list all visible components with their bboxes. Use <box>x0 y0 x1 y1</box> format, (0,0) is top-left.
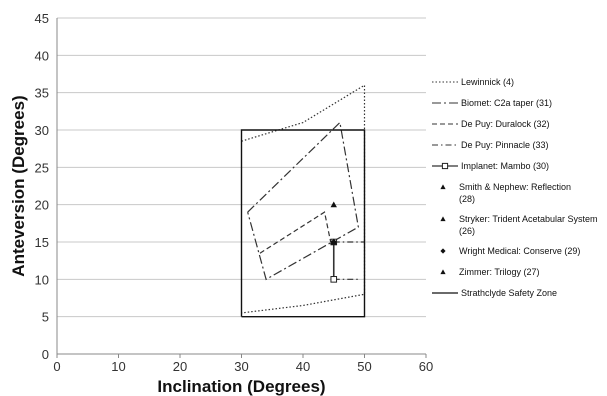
series-line-0 <box>241 84 366 314</box>
y-axis-title: Anteversion (Degrees) <box>9 95 28 276</box>
x-tick-label: 20 <box>173 359 187 374</box>
data-point-5 <box>330 201 337 208</box>
y-tick-label: 0 <box>42 347 49 362</box>
legend-label-3: De Puy: Pinnacle (33) <box>461 140 549 150</box>
legend-marker-6 <box>440 216 446 222</box>
legend-label-6: Stryker: Trident Acetabular System (26) <box>459 214 598 236</box>
legend-label-0: Lewinnick (4) <box>461 77 514 87</box>
legend-marker-7 <box>440 248 446 254</box>
legend-label-7: Wright Medical: Conserve (29) <box>459 246 580 256</box>
legend-label-2: De Puy: Duralock (32) <box>461 119 550 129</box>
legend-label-9: Strathclyde Safety Zone <box>461 288 557 298</box>
legend-label-8: Zimmer: Trilogy (27) <box>459 267 540 277</box>
y-tick-label: 20 <box>35 198 49 213</box>
series-line-1 <box>247 121 360 281</box>
data-point-8 <box>330 238 337 245</box>
y-tick-label: 25 <box>35 160 49 175</box>
y-tick-label: 30 <box>35 123 49 138</box>
x-tick-label: 30 <box>234 359 248 374</box>
y-tick-label: 5 <box>42 310 49 325</box>
legend-marker-4 <box>441 162 449 170</box>
legend: Lewinnick (4) Biomet: C2a taper (31) De Pu… <box>432 77 598 298</box>
y-tick-label: 10 <box>35 272 49 287</box>
legend-label-1: Biomet: C2a taper (31) <box>461 98 552 108</box>
series-line-2 <box>259 211 332 254</box>
y-tick-label: 45 <box>35 11 49 26</box>
x-tick-label: 0 <box>53 359 60 374</box>
x-tick-label: 10 <box>111 359 125 374</box>
y-tick-label: 40 <box>35 48 49 63</box>
x-axis-title: Inclination (Degrees) <box>157 377 325 396</box>
y-tick-label: 15 <box>35 235 49 250</box>
y-tick-label: 35 <box>35 86 49 101</box>
x-tick-label: 40 <box>296 359 310 374</box>
x-tick-label: 60 <box>419 359 433 374</box>
x-tick-label: 50 <box>357 359 371 374</box>
data-point-4 <box>330 276 338 283</box>
legend-marker-8 <box>440 269 446 275</box>
series-line-9 <box>240 129 366 318</box>
legend-marker-5 <box>440 184 446 190</box>
legend-label-5: Smith & Nephew: Reflection (28) <box>459 182 571 204</box>
plot-series <box>240 84 366 318</box>
legend-label-4: Implanet: Mambo (30) <box>461 161 549 171</box>
axes: 0 5 10 15 20 25 30 35 40 45 0 10 20 30 40 50 60 <box>35 11 434 374</box>
